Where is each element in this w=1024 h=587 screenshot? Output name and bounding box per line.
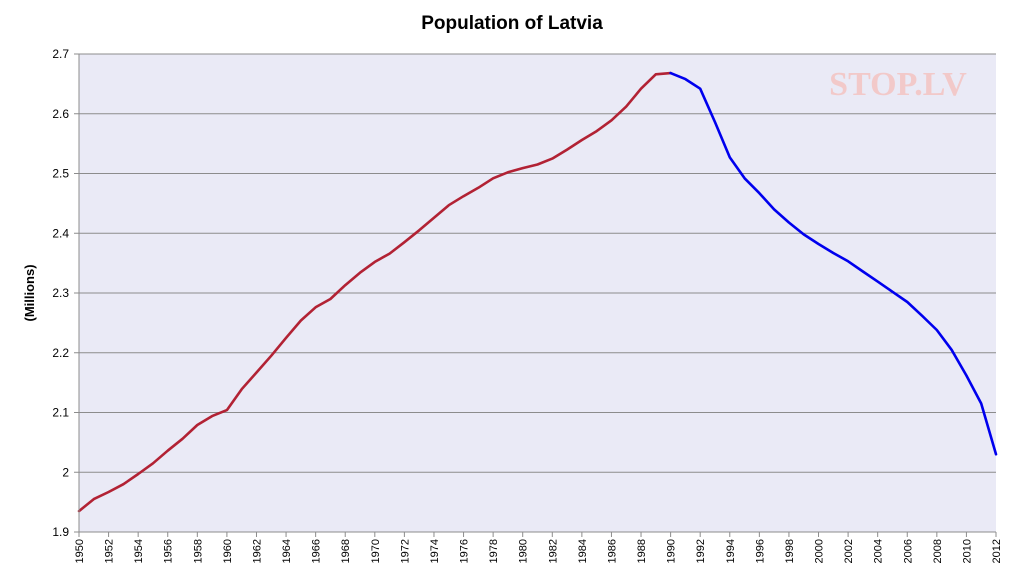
y-tick-label: 2.2 (52, 346, 69, 360)
x-tick-label: 1998 (784, 539, 796, 563)
x-tick-label: 1962 (251, 539, 263, 563)
y-tick-label: 2.4 (52, 226, 69, 240)
x-tick-label: 1956 (163, 539, 175, 563)
x-tick-label: 1954 (133, 539, 145, 563)
x-tick-label: 2010 (961, 539, 973, 563)
x-tick-label: 1968 (340, 539, 352, 563)
x-tick-label: 1952 (104, 539, 116, 563)
x-tick-label: 2008 (932, 539, 944, 563)
y-tick-label: 2 (62, 465, 69, 479)
y-tick-label: 2.3 (52, 286, 69, 300)
y-tick-label: 2.7 (52, 47, 69, 61)
x-tick-label: 2012 (991, 539, 1003, 563)
y-tick-label: 2.6 (52, 107, 69, 121)
x-axis-ticks: 1950 1952 1954 1956 1958 1960 1962 1964 1966 1968… (74, 532, 1003, 563)
x-tick-label: 1950 (74, 539, 86, 563)
x-tick-label: 1970 (370, 539, 382, 563)
x-tick-label: 1984 (577, 539, 589, 563)
x-tick-label: 1974 (429, 539, 441, 563)
x-tick-label: 1958 (192, 539, 204, 563)
series-line-2 (669, 71, 998, 456)
x-tick-label: 1992 (695, 539, 707, 563)
watermark: STOP.LV (829, 66, 967, 103)
x-tick-label: 1986 (606, 539, 618, 563)
x-tick-label: 2000 (814, 539, 826, 563)
x-tick-label: 1980 (518, 539, 530, 563)
x-tick-label: 1964 (281, 539, 293, 563)
y-tick-label: 2.1 (52, 406, 69, 420)
series-lines (77, 71, 998, 513)
y-axis-label: (Millions) (22, 264, 37, 321)
y-axis-ticks: 1.9 2 2.1 2.2 2.3 2.4 2.5 2.6 2.7 (52, 47, 79, 539)
x-tick-label: 1982 (547, 539, 559, 563)
y-tick-label: 1.9 (52, 525, 69, 539)
x-tick-label: 1976 (459, 539, 471, 563)
series-line-1 (77, 71, 672, 513)
chart-title: Population of Latvia (421, 13, 603, 34)
x-tick-label: 1988 (636, 539, 648, 563)
x-tick-label: 1966 (311, 539, 323, 563)
x-tick-label: 1972 (399, 539, 411, 563)
x-tick-label: 1990 (666, 539, 678, 563)
x-tick-label: 1996 (754, 539, 766, 563)
y-tick-label: 2.5 (52, 167, 69, 181)
x-tick-label: 2004 (873, 539, 885, 563)
x-tick-label: 1994 (725, 539, 737, 563)
x-tick-label: 2002 (843, 539, 855, 563)
grid-lines (79, 53, 996, 473)
x-tick-label: 1978 (488, 539, 500, 563)
x-tick-label: 2006 (902, 539, 914, 563)
x-tick-label: 1960 (222, 539, 234, 563)
